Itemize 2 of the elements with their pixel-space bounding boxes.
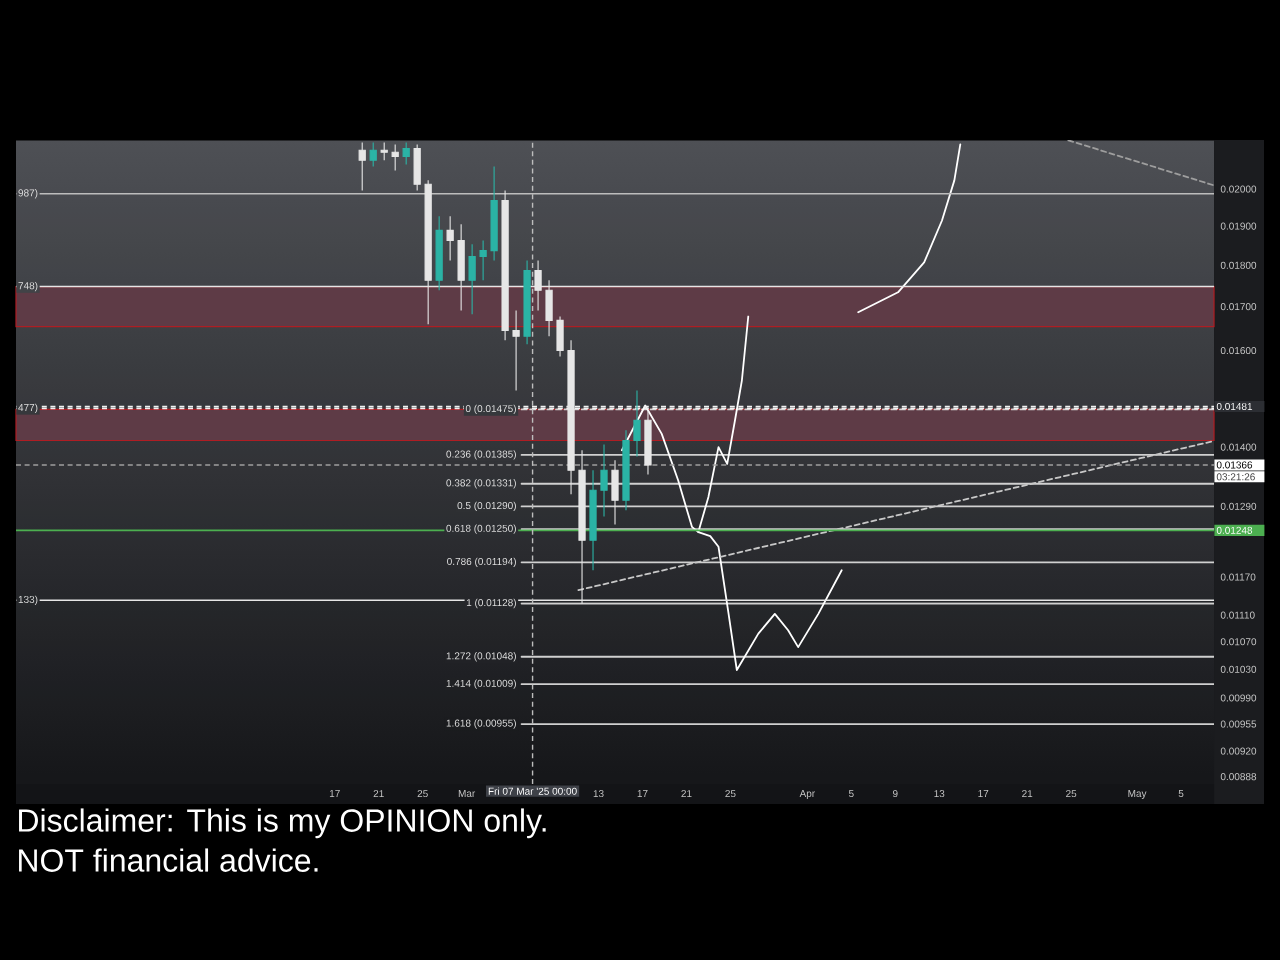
text: NOT financial advice. bbox=[19, 848, 318, 872]
text: Disclaimer: This is my OPINION only. bbox=[19, 808, 546, 839]
